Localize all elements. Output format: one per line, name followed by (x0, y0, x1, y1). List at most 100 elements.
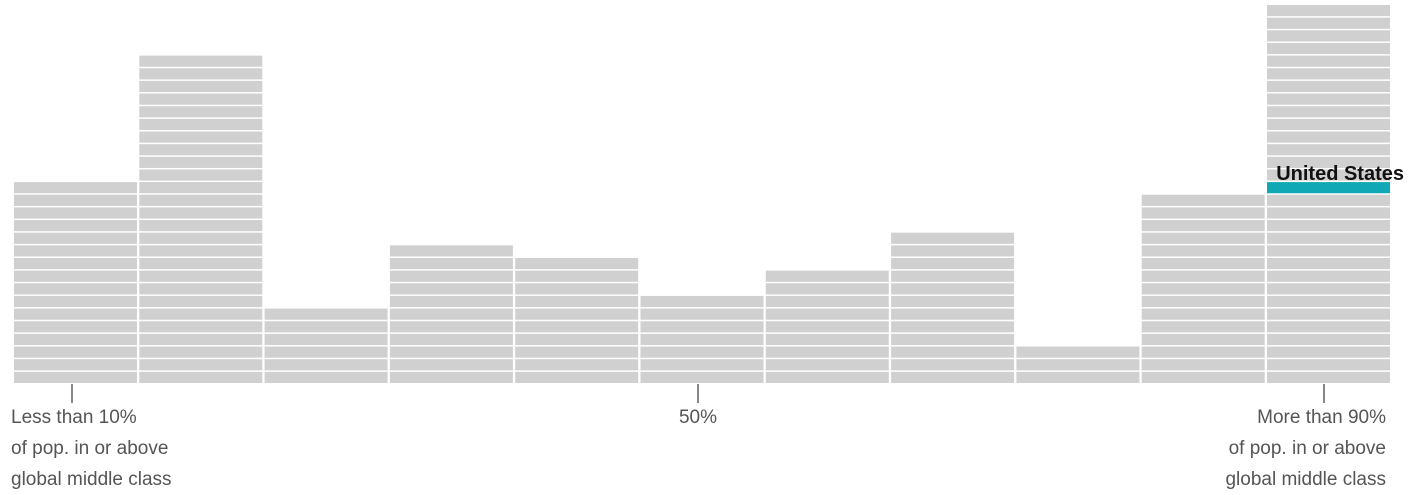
bar-unit (891, 283, 1015, 295)
bar-unit (14, 245, 137, 257)
bar-unit (640, 308, 764, 320)
bar-unit (515, 333, 639, 346)
bar-unit (1141, 308, 1265, 320)
bar-unit (1267, 169, 1390, 181)
x-axis-label-right-line-1: More than 90% (1257, 407, 1386, 428)
bar-unit (1267, 118, 1390, 130)
bar-unit (891, 270, 1015, 282)
bar-unit (1141, 333, 1265, 346)
bar-unit (14, 346, 137, 358)
bar-unit (14, 308, 137, 320)
bar-unit (765, 346, 889, 358)
bar-unit (1267, 258, 1390, 270)
bar-unit (389, 295, 513, 308)
bar-unit (139, 333, 263, 346)
bar-unit (389, 270, 513, 282)
bar-unit (14, 258, 137, 270)
bar-unit (14, 182, 137, 194)
bar-unit (139, 283, 263, 295)
bar-unit (1141, 283, 1265, 295)
bar-unit (1267, 371, 1390, 383)
bar-unit (891, 371, 1015, 383)
bar-unit (389, 258, 513, 270)
bar-unit (1267, 245, 1390, 257)
bar-unit (139, 258, 263, 270)
bar-unit (139, 156, 263, 168)
bar-unit (1267, 232, 1390, 244)
x-axis-label-left-line-1: Less than 10% (11, 407, 137, 428)
bar-20-30% (264, 308, 388, 383)
bar-unit (139, 68, 263, 80)
bar-unit (389, 283, 513, 295)
x-axis-label-mid: 50% (678, 407, 718, 428)
bar-unit (389, 245, 513, 257)
bar-10-20% (139, 55, 263, 383)
bar-unit (139, 321, 263, 333)
bar-unit (640, 346, 764, 358)
highlight-unit (1267, 182, 1390, 194)
bar-unit (515, 295, 639, 308)
bar-70-80% (891, 232, 1015, 383)
bar-unit (1267, 30, 1390, 42)
bar-80-90% (1016, 346, 1140, 383)
bar-unit (389, 321, 513, 333)
bar-unit (14, 295, 137, 308)
bar-unit (1267, 270, 1390, 282)
bar-unit (1267, 194, 1390, 206)
bar-unit (640, 371, 764, 383)
bar-unit (14, 270, 137, 282)
bar-unit (14, 321, 137, 333)
bar-unit (14, 359, 137, 371)
bar-unit (765, 359, 889, 371)
bar-60-70% (765, 270, 889, 383)
bar-unit (1141, 346, 1265, 358)
bar-95-100% (1267, 5, 1390, 383)
bar-unit (1267, 106, 1390, 118)
bar-unit (515, 308, 639, 320)
x-axis-label-right-line-3: global middle class (1225, 469, 1386, 490)
bar-unit (640, 295, 764, 308)
bar-unit (139, 144, 263, 156)
bar-unit (14, 207, 137, 219)
bar-unit (264, 359, 388, 371)
bar-unit (1141, 232, 1265, 244)
bar-unit (1016, 371, 1140, 383)
bar-unit (389, 359, 513, 371)
bar-unit (1267, 220, 1390, 232)
bar-unit (139, 295, 263, 308)
bar-unit (1267, 321, 1390, 333)
bar-unit (389, 346, 513, 358)
bar-unit (1016, 346, 1140, 358)
bar-unit (1267, 131, 1390, 143)
bar-unit (891, 333, 1015, 346)
bar-unit (515, 283, 639, 295)
bar-unit (139, 93, 263, 105)
bar-unit (1267, 359, 1390, 371)
bar-unit (139, 346, 263, 358)
x-axis-label-left: Less than 10% of pop. in or above global… (11, 402, 172, 495)
bar-unit (14, 283, 137, 295)
bar-unit (139, 80, 263, 93)
bar-unit (264, 333, 388, 346)
bar-unit (891, 295, 1015, 308)
bar-unit (1016, 359, 1140, 371)
bar-unit (14, 371, 137, 383)
bar-unit (1267, 144, 1390, 156)
bar-0-10% (14, 182, 137, 383)
bar-unit (139, 245, 263, 257)
bar-unit (1267, 333, 1390, 346)
x-axis-label-right: More than 90% of pop. in or above global… (1225, 402, 1386, 495)
bar-unit (891, 308, 1015, 320)
x-axis-label-left-line-3: global middle class (11, 469, 172, 490)
bar-unit (1267, 42, 1390, 55)
bar-50-60% (640, 295, 764, 383)
bar-unit (1141, 371, 1265, 383)
bar-unit (891, 359, 1015, 371)
bar-unit (515, 270, 639, 282)
bar-unit (139, 118, 263, 130)
bar-unit (1267, 5, 1390, 17)
bar-unit (765, 283, 889, 295)
bar-unit (1267, 156, 1390, 168)
bar-unit (1141, 194, 1265, 206)
bar-unit (1141, 295, 1265, 308)
